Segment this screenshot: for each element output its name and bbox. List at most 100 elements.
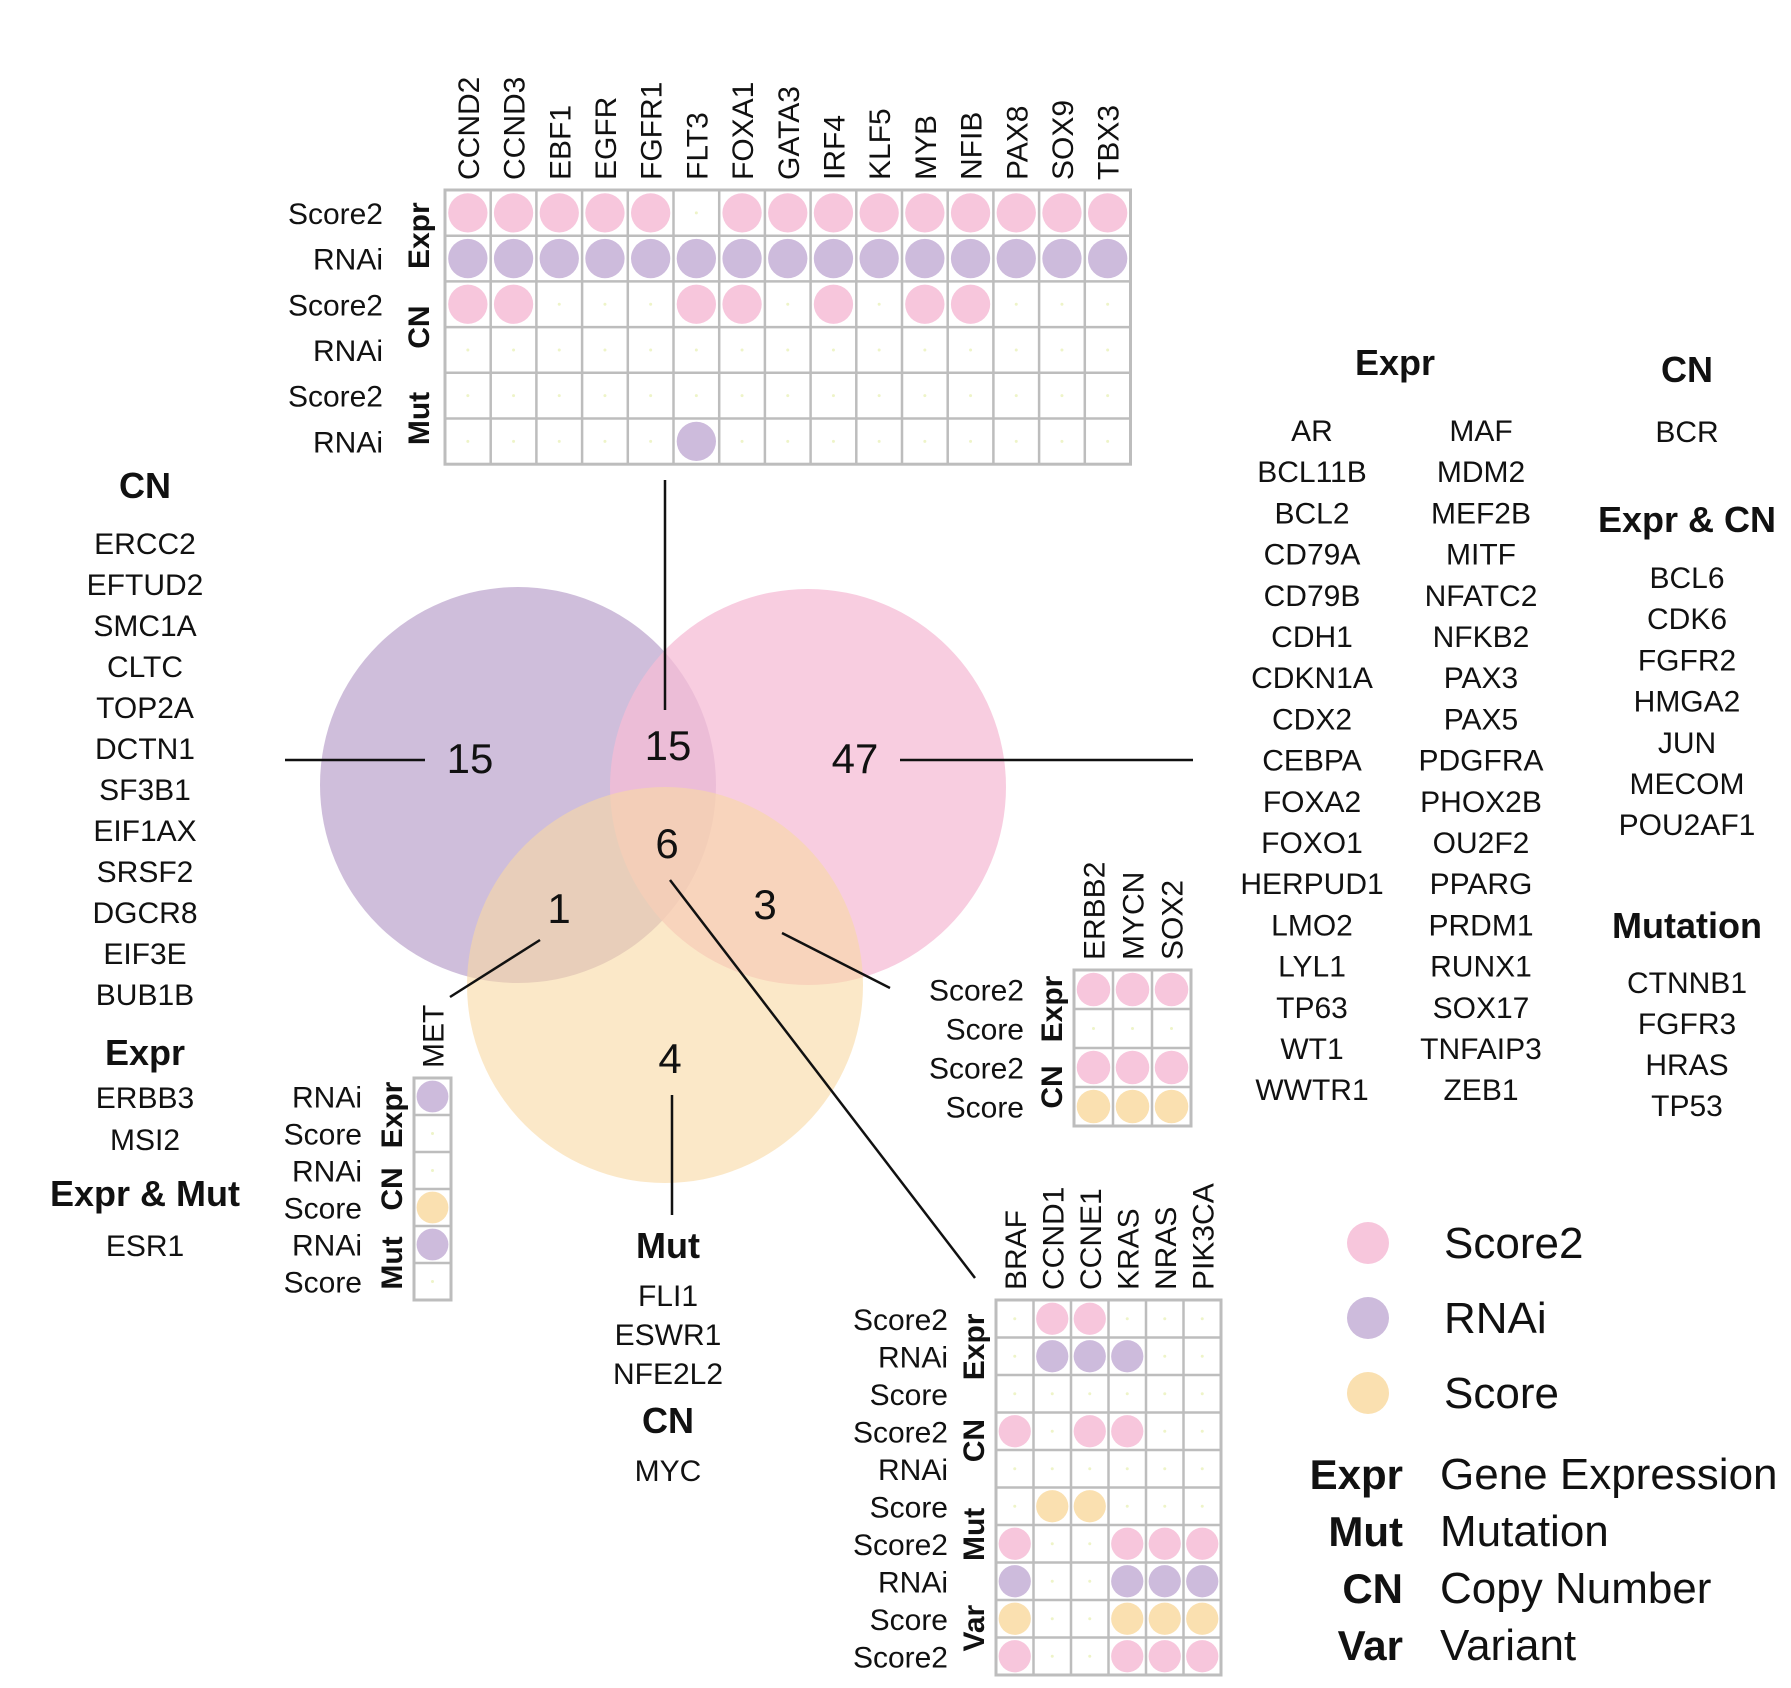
hit-dot <box>493 238 534 279</box>
gene-name: LYL1 <box>1278 951 1346 984</box>
braf-matrix: BRAF CCND1 CCNE1 KRAS NRAS PIK3CA Score2 RNAi Sc… <box>853 1183 1223 1677</box>
venn-count-rnai-only: 15 <box>447 735 494 782</box>
hit-dot <box>1036 1302 1069 1335</box>
gene-name: RUNX1 <box>1430 951 1532 984</box>
gene-name: SOX17 <box>1433 992 1530 1025</box>
empty-cell-dot <box>923 394 927 398</box>
hit-dot <box>416 1080 449 1113</box>
empty-cell-dot <box>1050 1429 1054 1433</box>
empty-cell-dot <box>466 439 470 443</box>
empty-cell-dot <box>1106 394 1110 398</box>
gene-label: CCNE1 <box>1075 1188 1108 1290</box>
row-label: RNAi <box>292 1230 362 1263</box>
right-exprcn-title: Expr & CN <box>1598 499 1776 540</box>
gene-name: ESR1 <box>106 1230 184 1263</box>
empty-cell-dot <box>431 1280 434 1283</box>
empty-cell-dot <box>512 394 516 398</box>
empty-cell-dot <box>786 302 790 306</box>
dot-matrices: CCND2 CCND3 EBF1 EGFR FGFR1 FLT3 FOXA1 GATA3 IRF… <box>284 77 1223 1677</box>
gene-name: AR <box>1291 415 1333 448</box>
legend-swatch <box>1347 1372 1389 1414</box>
row-label: Score <box>870 1491 948 1524</box>
empty-cell-dot <box>1163 1504 1167 1508</box>
gene-name: FGFR3 <box>1638 1008 1736 1041</box>
gene-name: SMC1A <box>93 610 196 643</box>
row-label: RNAi <box>313 244 383 277</box>
group-label: Expr <box>1036 975 1069 1042</box>
gene-label: IRF4 <box>818 115 851 180</box>
gene-label: NFIB <box>956 112 989 180</box>
empty-cell-dot <box>557 302 561 306</box>
gene-name: ERCC2 <box>94 528 196 561</box>
row-label: Score2 <box>288 289 383 322</box>
gene-label: NRAS <box>1150 1207 1183 1290</box>
hit-dot <box>493 284 534 324</box>
hit-dot <box>1087 193 1128 233</box>
empty-cell-dot <box>1050 1617 1054 1621</box>
hit-dot <box>1186 1565 1219 1598</box>
group-label: Mut <box>376 1236 409 1289</box>
hit-dot <box>1115 1050 1150 1085</box>
venn-count-score2-score: 3 <box>753 881 776 928</box>
gene-name: CD79A <box>1264 539 1361 572</box>
empty-cell-dot <box>557 394 561 398</box>
row-label: Score2 <box>288 381 383 414</box>
gene-label: GATA3 <box>773 86 806 180</box>
hit-dot <box>585 193 625 233</box>
hit-dot <box>1154 1050 1189 1085</box>
gene-label: KLF5 <box>864 108 897 180</box>
row-label: RNAi <box>878 1566 948 1599</box>
group-label: CN <box>403 305 436 348</box>
connector-lines <box>285 480 1193 1279</box>
hit-dot <box>448 284 488 324</box>
empty-cell-dot <box>649 348 653 352</box>
empty-cell-dot <box>1200 1317 1204 1321</box>
hit-dot <box>493 193 534 233</box>
empty-cell-dot <box>557 439 561 443</box>
legend-abbrev-key: Var <box>1338 1622 1403 1669</box>
empty-cell-dot <box>1106 348 1110 352</box>
empty-cell-dot <box>1088 1579 1092 1583</box>
hit-dot <box>950 284 991 324</box>
gene-name: CDX2 <box>1272 703 1352 736</box>
gene-name: TOP2A <box>96 692 194 725</box>
empty-cell-dot <box>1014 439 1018 443</box>
row-label: Score <box>284 1193 362 1226</box>
venn-count-rnai-score: 1 <box>547 885 570 932</box>
empty-cell-dot <box>969 439 973 443</box>
row-label: RNAi <box>313 426 383 459</box>
empty-cell-dot <box>923 439 927 443</box>
hit-dot <box>950 238 991 279</box>
hit-dot <box>676 238 717 279</box>
legend-abbrev-text: Copy Number <box>1440 1564 1711 1613</box>
empty-cell-dot <box>1163 1467 1167 1471</box>
legend-swatch <box>1347 1297 1389 1339</box>
gene-name: LMO2 <box>1271 909 1353 942</box>
gene-label: FLT3 <box>681 112 714 180</box>
gene-name: OU2F2 <box>1433 827 1530 860</box>
hit-dot <box>676 284 717 324</box>
hit-dot <box>998 1415 1031 1448</box>
hit-dot <box>416 1191 449 1224</box>
empty-cell-dot <box>603 394 607 398</box>
gene-name: PRDM1 <box>1428 909 1533 942</box>
empty-cell-dot <box>1200 1392 1204 1396</box>
gene-label: FOXA1 <box>727 82 760 180</box>
bottom-mut-gene-list: FLI1 ESWR1 NFE2L2 <box>613 1280 723 1391</box>
gene-name: EIF1AX <box>93 815 196 848</box>
row-label: Score2 <box>929 1053 1024 1086</box>
erbb2-matrix: ERBB2 MYCN SOX2 Score2 Score Score2 Score Expr C… <box>929 862 1193 1128</box>
empty-cell-dot <box>1163 1317 1167 1321</box>
hit-dot <box>998 1602 1031 1635</box>
empty-cell-dot <box>877 302 881 306</box>
hit-dot <box>1111 1527 1144 1560</box>
hit-dot <box>1186 1640 1219 1673</box>
right-expr-gene-list-col1: AR BCL11B BCL2 CD79A CD79B CDH1 CDKN1A CDX2 CEBP… <box>1240 415 1383 1107</box>
gene-name: ZEB1 <box>1443 1074 1518 1107</box>
empty-cell-dot <box>1013 1467 1017 1471</box>
hit-dot <box>998 1640 1031 1673</box>
empty-cell-dot <box>603 348 607 352</box>
empty-cell-dot <box>1163 1354 1167 1358</box>
gene-name: JUN <box>1658 727 1716 760</box>
gene-name: MDM2 <box>1437 456 1525 489</box>
